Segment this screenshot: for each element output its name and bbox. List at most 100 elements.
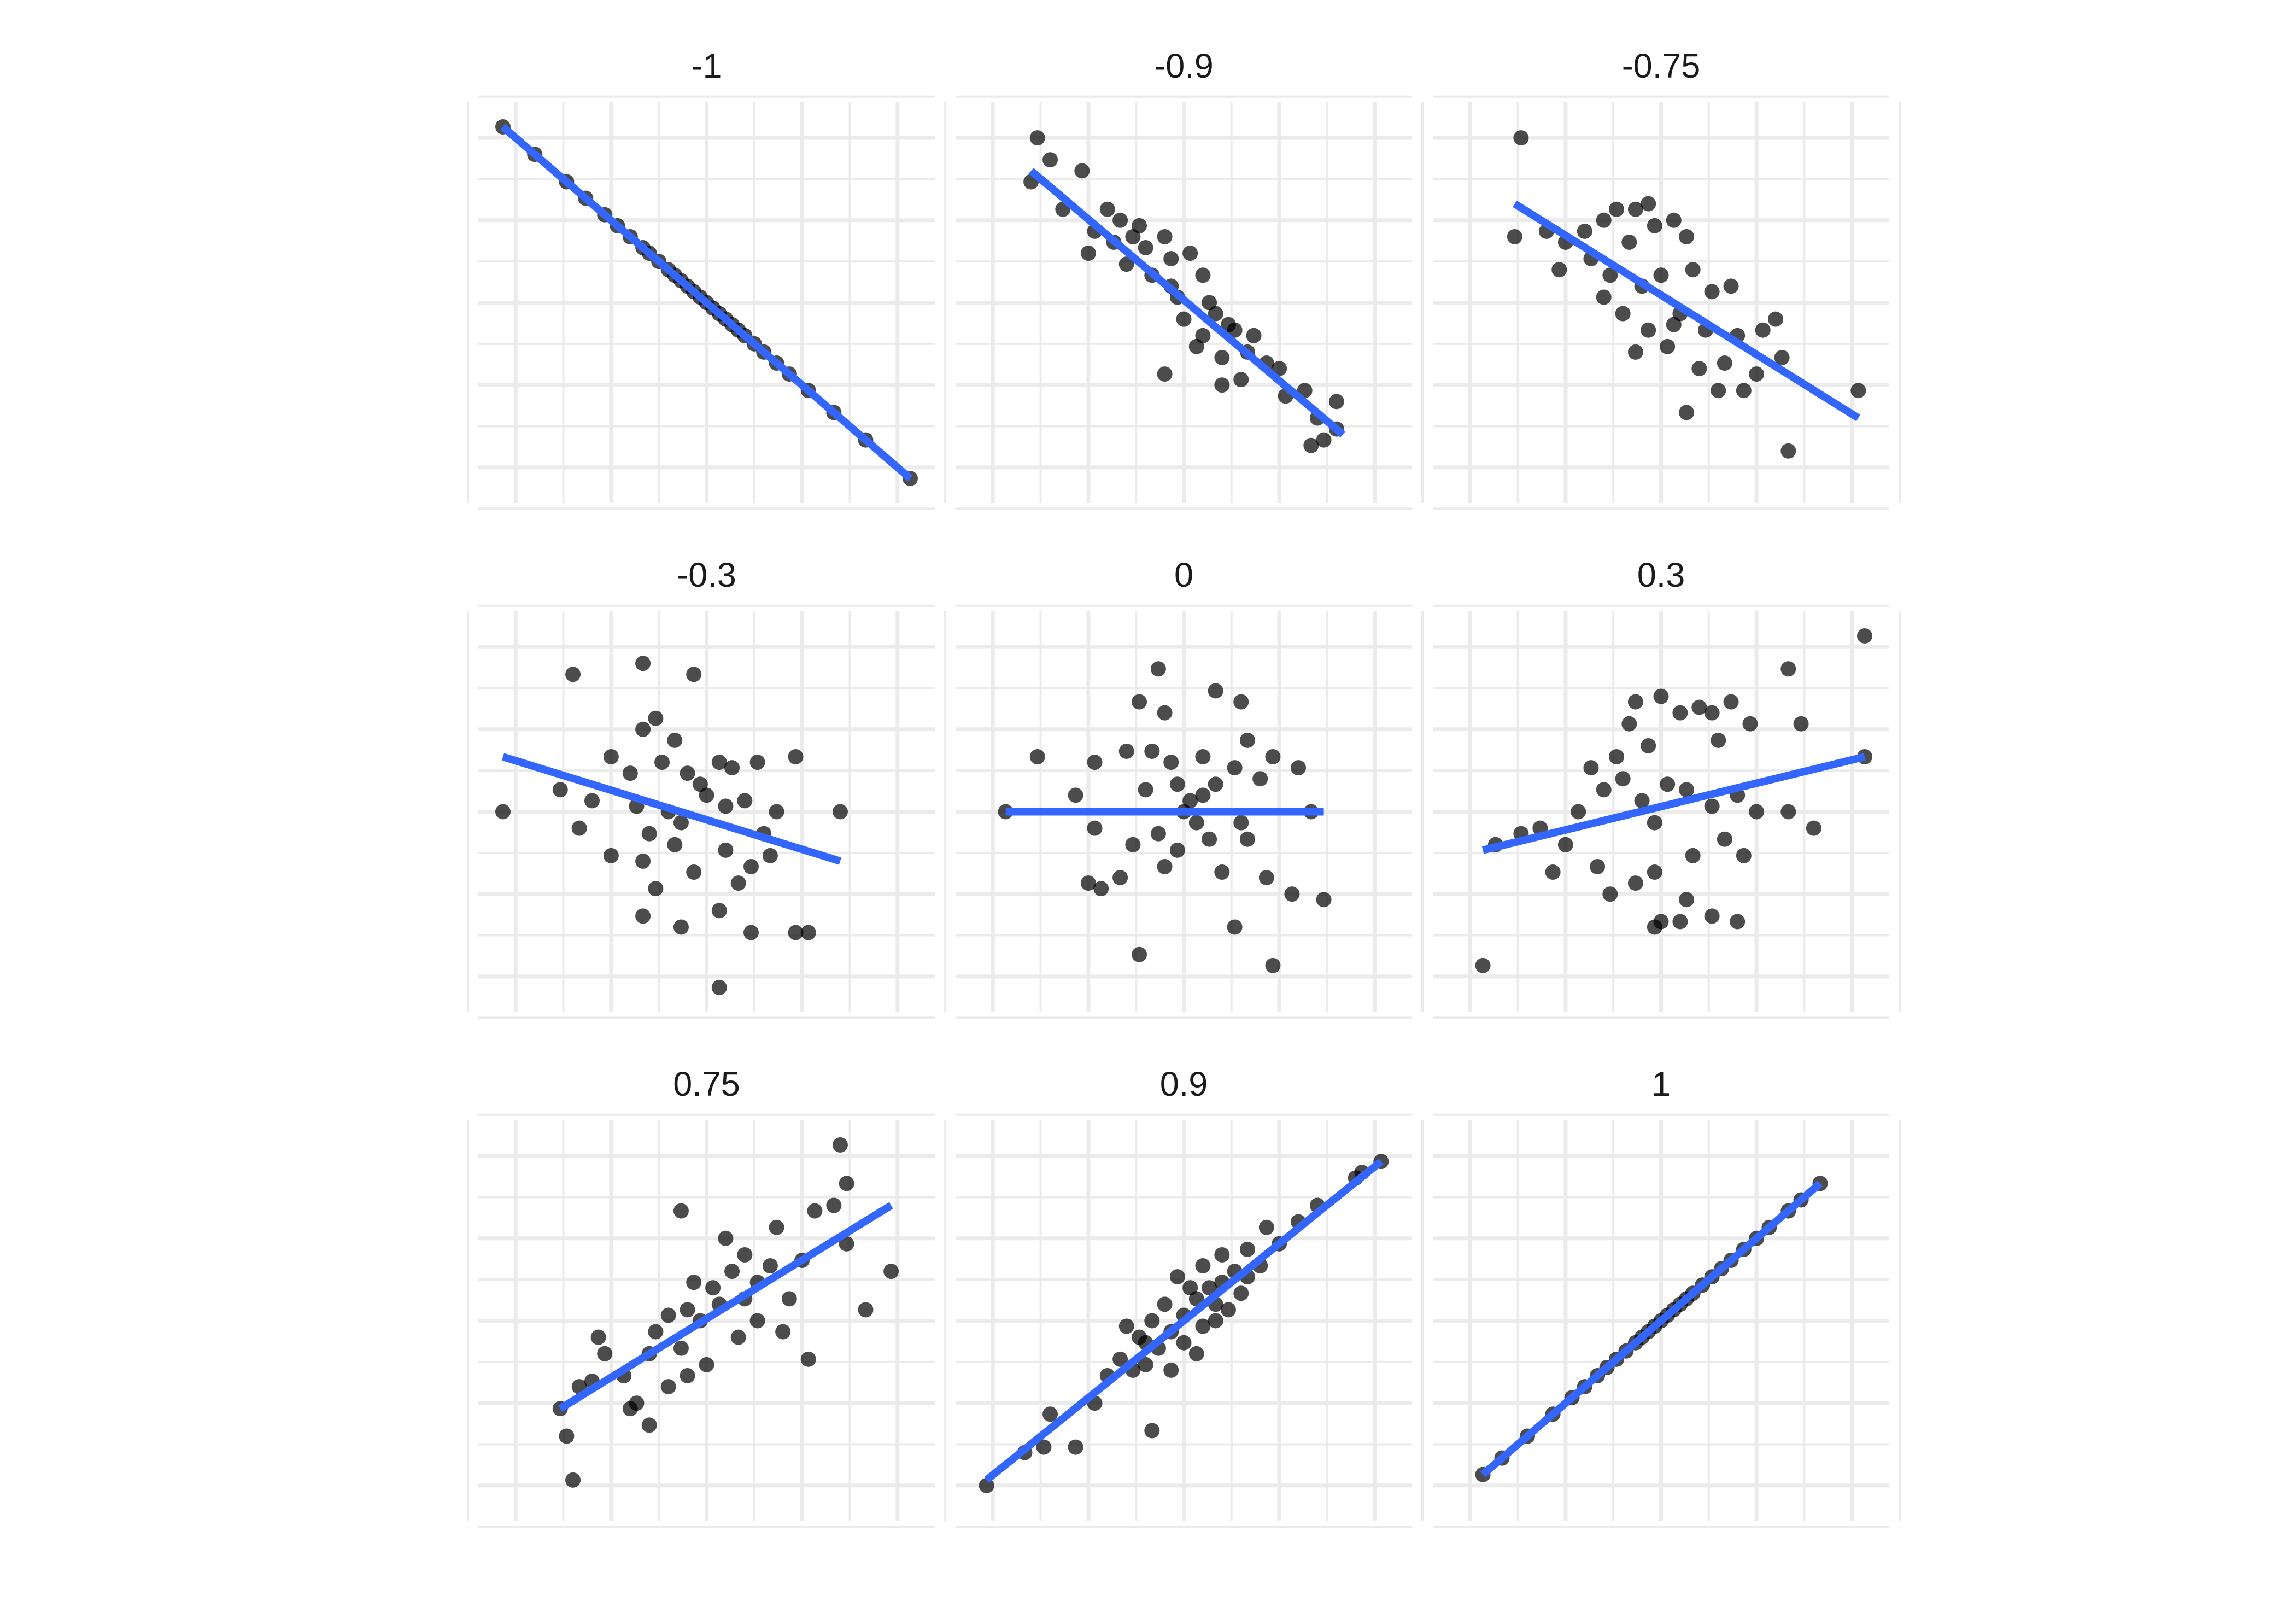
data-point — [1169, 842, 1185, 858]
data-point — [1723, 694, 1739, 710]
data-point — [858, 1302, 874, 1318]
data-point — [800, 1351, 816, 1367]
data-point — [1857, 628, 1872, 644]
data-point — [1233, 372, 1249, 388]
point-series — [1507, 130, 1866, 459]
regression-line — [1028, 168, 1346, 437]
data-point — [788, 925, 804, 940]
facet-panel: -0.3 — [466, 556, 947, 1019]
regression-line — [1480, 1181, 1823, 1478]
data-point — [648, 710, 664, 726]
data-point — [1182, 246, 1198, 261]
facet-panel: 0.9 — [944, 1065, 1424, 1528]
panel-grid — [1421, 95, 1901, 510]
data-point — [1647, 815, 1662, 831]
data-point — [1596, 212, 1612, 228]
data-point — [680, 1302, 695, 1318]
data-point — [571, 820, 587, 836]
data-point — [1112, 1351, 1128, 1367]
data-point — [686, 864, 702, 880]
data-point — [1118, 743, 1134, 759]
data-point — [781, 1291, 797, 1307]
point-series — [1475, 628, 1872, 973]
data-point — [749, 755, 765, 770]
data-point — [1112, 870, 1128, 886]
data-point — [1099, 201, 1115, 217]
regression-line — [501, 753, 842, 865]
data-point — [1627, 201, 1643, 217]
data-point — [1227, 322, 1243, 338]
data-point — [1144, 1423, 1160, 1439]
data-point — [667, 732, 683, 748]
data-point — [1577, 223, 1592, 239]
data-point — [1627, 344, 1643, 360]
data-point — [1118, 1318, 1134, 1334]
data-point — [1195, 1258, 1211, 1274]
data-point — [1679, 892, 1695, 908]
data-point — [1284, 886, 1300, 902]
data-point — [1042, 152, 1058, 168]
data-point — [680, 1368, 695, 1383]
data-point — [1627, 875, 1643, 891]
data-point — [622, 1401, 638, 1417]
data-point — [1672, 705, 1688, 721]
data-point — [1641, 322, 1656, 338]
data-point — [660, 1379, 676, 1395]
data-point — [1755, 322, 1771, 338]
data-point — [1551, 262, 1567, 278]
data-point — [839, 1176, 854, 1191]
data-point — [1169, 776, 1185, 792]
data-point — [743, 925, 759, 940]
data-point — [737, 793, 753, 809]
data-point — [648, 1324, 664, 1340]
panel-title: 1 — [1651, 1065, 1671, 1103]
data-point — [711, 980, 727, 995]
data-point — [788, 749, 804, 765]
data-point — [1202, 1280, 1217, 1296]
data-point — [1112, 212, 1128, 228]
data-point — [1214, 1247, 1230, 1263]
panel-title: 0 — [1174, 556, 1193, 594]
data-point — [1233, 694, 1249, 710]
data-point — [1029, 749, 1045, 765]
data-point — [565, 1472, 581, 1488]
data-point — [1774, 349, 1790, 365]
data-point — [667, 837, 683, 852]
data-point — [1195, 1318, 1211, 1334]
data-point — [1144, 1313, 1160, 1329]
data-point — [1157, 705, 1173, 721]
data-point — [1163, 755, 1179, 770]
data-point — [1080, 875, 1096, 891]
data-point — [635, 721, 651, 737]
data-point — [1704, 908, 1720, 924]
data-point — [800, 925, 816, 940]
data-point — [1080, 246, 1096, 261]
panel-title: -0.9 — [1154, 47, 1214, 85]
regression-line — [1481, 753, 1866, 854]
data-point — [1545, 864, 1561, 880]
data-point — [660, 1307, 676, 1323]
data-point — [1730, 914, 1746, 930]
data-point — [718, 1230, 734, 1246]
data-point — [1265, 749, 1281, 765]
data-point — [1188, 815, 1204, 831]
panel-title: -1 — [691, 47, 722, 85]
data-point — [1615, 306, 1631, 322]
data-point — [1780, 443, 1796, 459]
data-point — [1666, 212, 1682, 228]
data-point — [495, 804, 511, 820]
data-point — [1685, 262, 1701, 278]
data-point — [1634, 793, 1650, 809]
data-point — [673, 815, 689, 831]
facet-panel: -0.75 — [1421, 47, 1901, 510]
data-point — [1704, 284, 1720, 300]
data-point — [1042, 1406, 1058, 1422]
data-point — [1291, 760, 1307, 776]
data-point — [1704, 798, 1720, 814]
data-point — [1596, 289, 1612, 305]
data-point — [1641, 196, 1656, 212]
panel-grid — [466, 604, 947, 1019]
data-point — [1780, 804, 1796, 820]
data-point — [743, 858, 759, 874]
